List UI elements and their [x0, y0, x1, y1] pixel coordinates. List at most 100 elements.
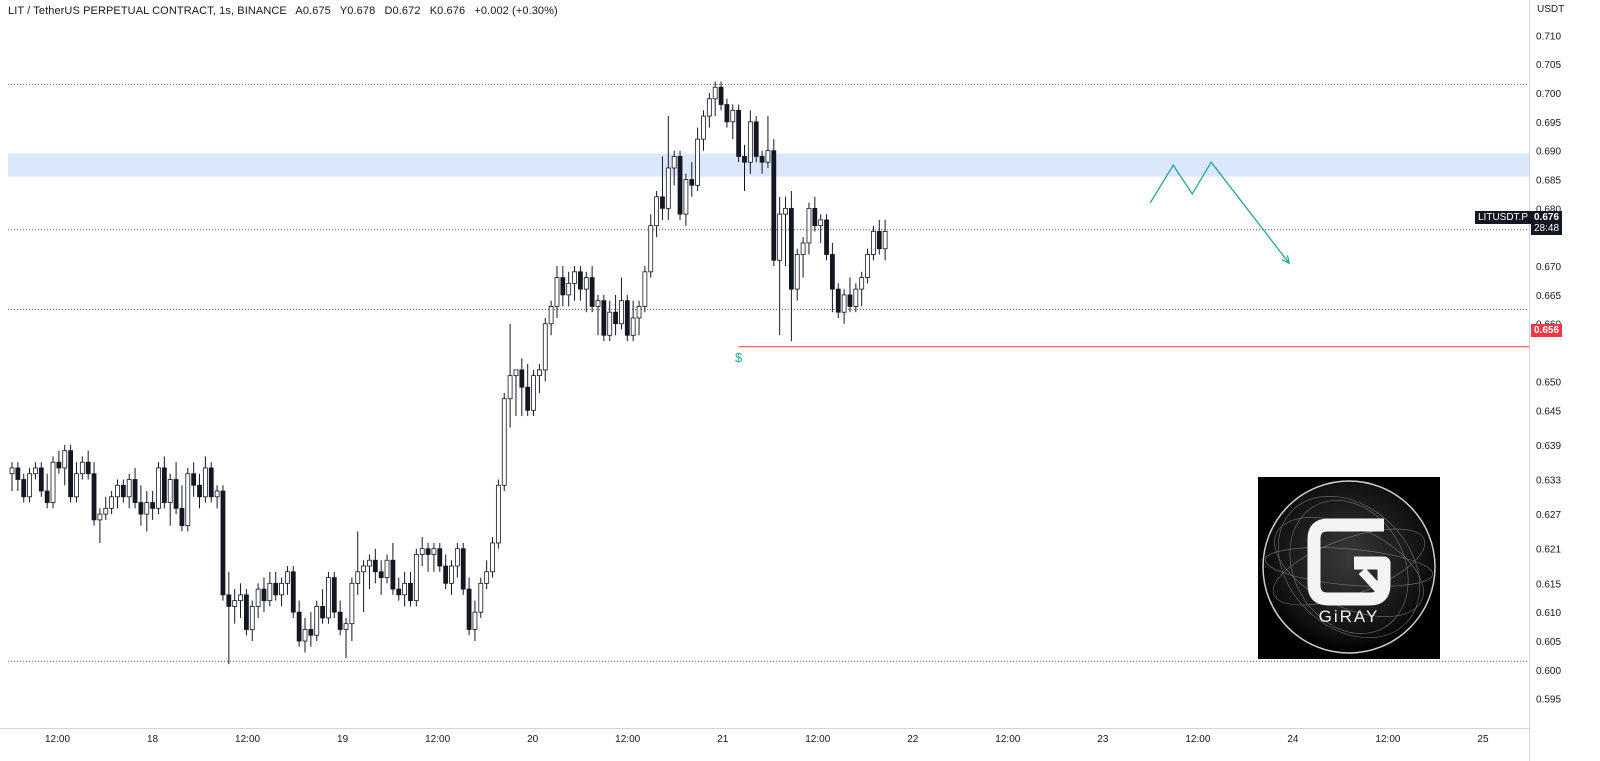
candle-body — [38, 467, 44, 492]
candle — [619, 277, 624, 330]
candle — [601, 294, 607, 342]
candle — [413, 548, 419, 607]
candle — [120, 479, 126, 503]
candle-body — [665, 167, 671, 209]
candle-body — [841, 294, 847, 313]
candle — [378, 560, 384, 595]
price-tick-label: 0.633 — [1536, 475, 1561, 486]
legend-open: A0.675 — [295, 5, 331, 17]
logo-emblem — [1262, 480, 1436, 654]
candle — [747, 110, 753, 174]
candle — [156, 462, 161, 515]
candle-body — [460, 548, 466, 590]
candle-body — [853, 288, 859, 307]
candle-body — [765, 150, 771, 163]
candle — [331, 571, 337, 618]
candle-body — [191, 473, 197, 486]
candle — [443, 554, 449, 590]
candle-body — [396, 588, 402, 596]
legend-symbol: LIT / TetherUS PERPETUAL CONTRACT, 1s, B… — [8, 5, 287, 17]
candle — [367, 554, 372, 590]
candle — [326, 571, 331, 624]
candle — [636, 300, 642, 336]
candle-body — [747, 121, 753, 163]
candle — [572, 266, 577, 301]
candle — [150, 491, 156, 520]
candle — [871, 225, 876, 261]
candle — [753, 116, 759, 163]
candle-body — [759, 156, 765, 163]
candle — [402, 571, 408, 607]
candle-body — [882, 231, 888, 250]
candle-body — [202, 467, 208, 498]
candle-body — [636, 306, 642, 319]
candle — [830, 242, 835, 313]
candle-body — [800, 242, 806, 255]
price-tick-label: 0.615 — [1536, 579, 1561, 590]
candle-body — [431, 548, 437, 555]
candle-body — [255, 588, 261, 607]
candle-body — [531, 375, 536, 411]
time-tick-label: 20 — [527, 734, 539, 745]
candle-body — [372, 559, 378, 573]
candle-body — [736, 109, 742, 157]
time-tick-label: 21 — [717, 734, 729, 745]
candle — [566, 271, 572, 307]
candle — [783, 196, 788, 267]
candle-body — [249, 605, 255, 630]
candle-body — [865, 254, 870, 278]
candle — [202, 456, 208, 503]
candle — [718, 81, 724, 111]
candle-body — [601, 300, 607, 336]
candle — [161, 456, 167, 509]
candle — [372, 548, 378, 584]
time-tick-label: 23 — [1097, 734, 1109, 745]
current-symbol-tag: LITUSDT.P — [1475, 211, 1532, 224]
price-tick-label: 0.700 — [1536, 89, 1561, 100]
candle-body — [783, 207, 788, 215]
candle-body — [79, 461, 85, 475]
candle-body — [302, 629, 308, 642]
candle — [425, 542, 431, 572]
candle — [859, 271, 865, 307]
candle — [660, 156, 665, 220]
candle-body — [835, 288, 841, 313]
candle — [466, 577, 472, 636]
candle-body — [156, 467, 161, 509]
candle-body — [589, 277, 595, 307]
candle-body — [314, 605, 320, 636]
candle-body — [613, 311, 618, 325]
candle-body — [214, 490, 220, 498]
candle — [308, 612, 314, 647]
candle — [437, 542, 443, 572]
candle — [138, 485, 144, 526]
candle-body — [132, 479, 138, 503]
candle-body — [27, 473, 32, 498]
candle — [431, 542, 437, 572]
candle-body — [185, 473, 191, 527]
candle-body — [777, 213, 783, 261]
candle-body — [226, 594, 232, 607]
candle — [525, 364, 531, 417]
candle-body — [794, 254, 800, 290]
candle-body — [378, 571, 384, 578]
candle-body — [62, 450, 68, 469]
candle-body — [68, 450, 73, 498]
candle-body — [33, 467, 38, 475]
candle-body — [630, 317, 636, 336]
candle-body — [331, 577, 337, 613]
legend-change: +0.002 (+0.30%) — [474, 5, 558, 17]
candle-body — [654, 196, 659, 227]
candle-body — [671, 156, 677, 169]
candle — [519, 358, 525, 417]
candle — [97, 508, 103, 543]
candle — [390, 542, 396, 595]
candle-body — [718, 86, 724, 105]
candle-body — [120, 484, 126, 498]
candle — [578, 266, 583, 301]
candle — [835, 283, 841, 318]
candle-body — [197, 484, 202, 498]
candle-body — [847, 294, 853, 307]
